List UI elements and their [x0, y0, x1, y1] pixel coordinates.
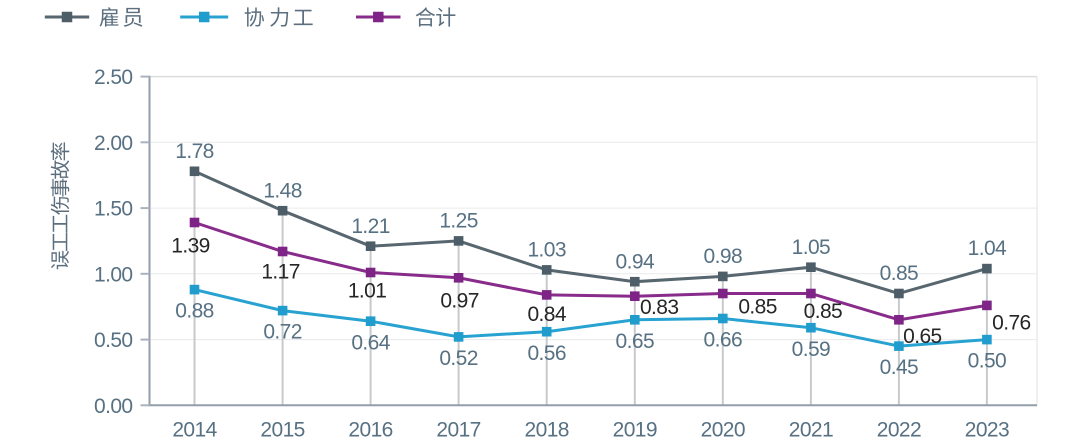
svg-text:0.83: 0.83 [640, 296, 678, 319]
svg-text:0.50: 0.50 [968, 350, 1006, 373]
svg-text:2019: 2019 [613, 419, 657, 442]
svg-text:0.65: 0.65 [903, 325, 941, 348]
svg-text:0.72: 0.72 [263, 321, 301, 344]
svg-text:2023: 2023 [965, 419, 1009, 442]
svg-text:0.52: 0.52 [439, 347, 477, 370]
svg-text:1.17: 1.17 [261, 261, 299, 284]
svg-text:0.85: 0.85 [880, 262, 918, 285]
svg-text:0.50: 0.50 [94, 329, 132, 352]
svg-text:0.94: 0.94 [616, 250, 655, 273]
svg-text:1.21: 1.21 [351, 215, 389, 238]
svg-text:0.88: 0.88 [175, 300, 213, 323]
svg-text:1.04: 1.04 [968, 237, 1007, 260]
svg-text:2014: 2014 [172, 419, 217, 442]
svg-text:0.76: 0.76 [992, 312, 1030, 335]
svg-text:0.85: 0.85 [738, 296, 776, 319]
svg-text:2015: 2015 [260, 419, 304, 442]
svg-text:0.66: 0.66 [704, 329, 742, 352]
svg-text:1.00: 1.00 [94, 263, 132, 286]
svg-text:2020: 2020 [701, 419, 745, 442]
svg-text:0.59: 0.59 [792, 338, 830, 361]
svg-text:1.50: 1.50 [94, 198, 132, 221]
svg-text:0.97: 0.97 [440, 290, 478, 313]
svg-text:0.00: 0.00 [94, 395, 132, 418]
svg-text:1.25: 1.25 [439, 210, 477, 233]
svg-text:0.56: 0.56 [527, 342, 565, 365]
svg-text:1.03: 1.03 [527, 239, 565, 262]
svg-text:0.64: 0.64 [351, 331, 390, 354]
svg-text:2.00: 2.00 [94, 132, 132, 155]
svg-text:0.84: 0.84 [527, 303, 566, 326]
svg-text:2017: 2017 [436, 419, 480, 442]
svg-text:0.85: 0.85 [804, 300, 842, 323]
svg-text:2018: 2018 [525, 419, 569, 442]
svg-text:0.98: 0.98 [704, 245, 742, 268]
svg-text:0.65: 0.65 [616, 330, 654, 353]
svg-text:1.05: 1.05 [792, 236, 830, 259]
svg-text:1.39: 1.39 [171, 235, 209, 258]
svg-text:1.01: 1.01 [348, 280, 386, 303]
svg-text:2022: 2022 [877, 419, 921, 442]
svg-text:2016: 2016 [348, 419, 392, 442]
svg-text:2021: 2021 [789, 419, 833, 442]
svg-text:1.78: 1.78 [175, 140, 213, 163]
svg-text:1.48: 1.48 [263, 179, 301, 202]
svg-text:2.50: 2.50 [94, 66, 132, 89]
svg-text:0.45: 0.45 [880, 356, 918, 379]
